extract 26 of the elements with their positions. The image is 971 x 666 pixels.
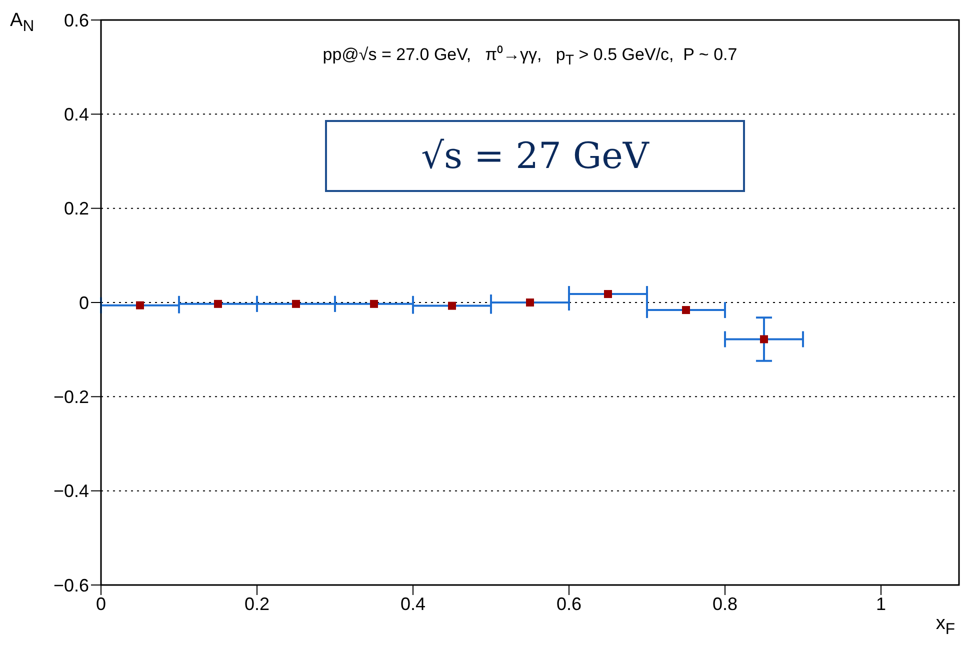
text: pp@√s = 27.0 GeV, π⁰→γγ, p$_{T}$ > 0.5 GeV/c, P ~ 0.7	[322, 44, 738, 68]
y-tick-label: 0.4	[64, 104, 89, 125]
point	[370, 300, 378, 308]
point	[448, 302, 456, 310]
point	[214, 300, 222, 308]
x-tick-label: 0	[96, 594, 106, 614]
y-tick-label: 0.6	[64, 10, 89, 30]
point	[136, 301, 144, 310]
point	[760, 335, 768, 344]
x-tick-label: 0.6	[556, 594, 582, 614]
point	[292, 300, 300, 308]
x-tick-label: 0.8	[712, 594, 738, 614]
point	[604, 290, 612, 298]
x-axis-title: x$_{F}$	[936, 613, 955, 639]
y-tick-label: −0.6	[53, 575, 89, 596]
x-tick-label: 0.4	[400, 594, 426, 614]
y-tick-label: 0	[78, 292, 89, 313]
y-axis-title: A$_{N}$	[10, 10, 34, 36]
y-tick-label: −0.2	[53, 387, 89, 408]
x-tick-label: 0.2	[244, 594, 270, 614]
annotation: √s = 27 GeV	[325, 120, 745, 192]
x-tick-label: 1	[876, 594, 886, 614]
point	[526, 298, 534, 306]
point	[682, 306, 690, 314]
y-tick-label: 0.2	[64, 198, 89, 219]
y-tick-label: −0.4	[53, 481, 89, 502]
